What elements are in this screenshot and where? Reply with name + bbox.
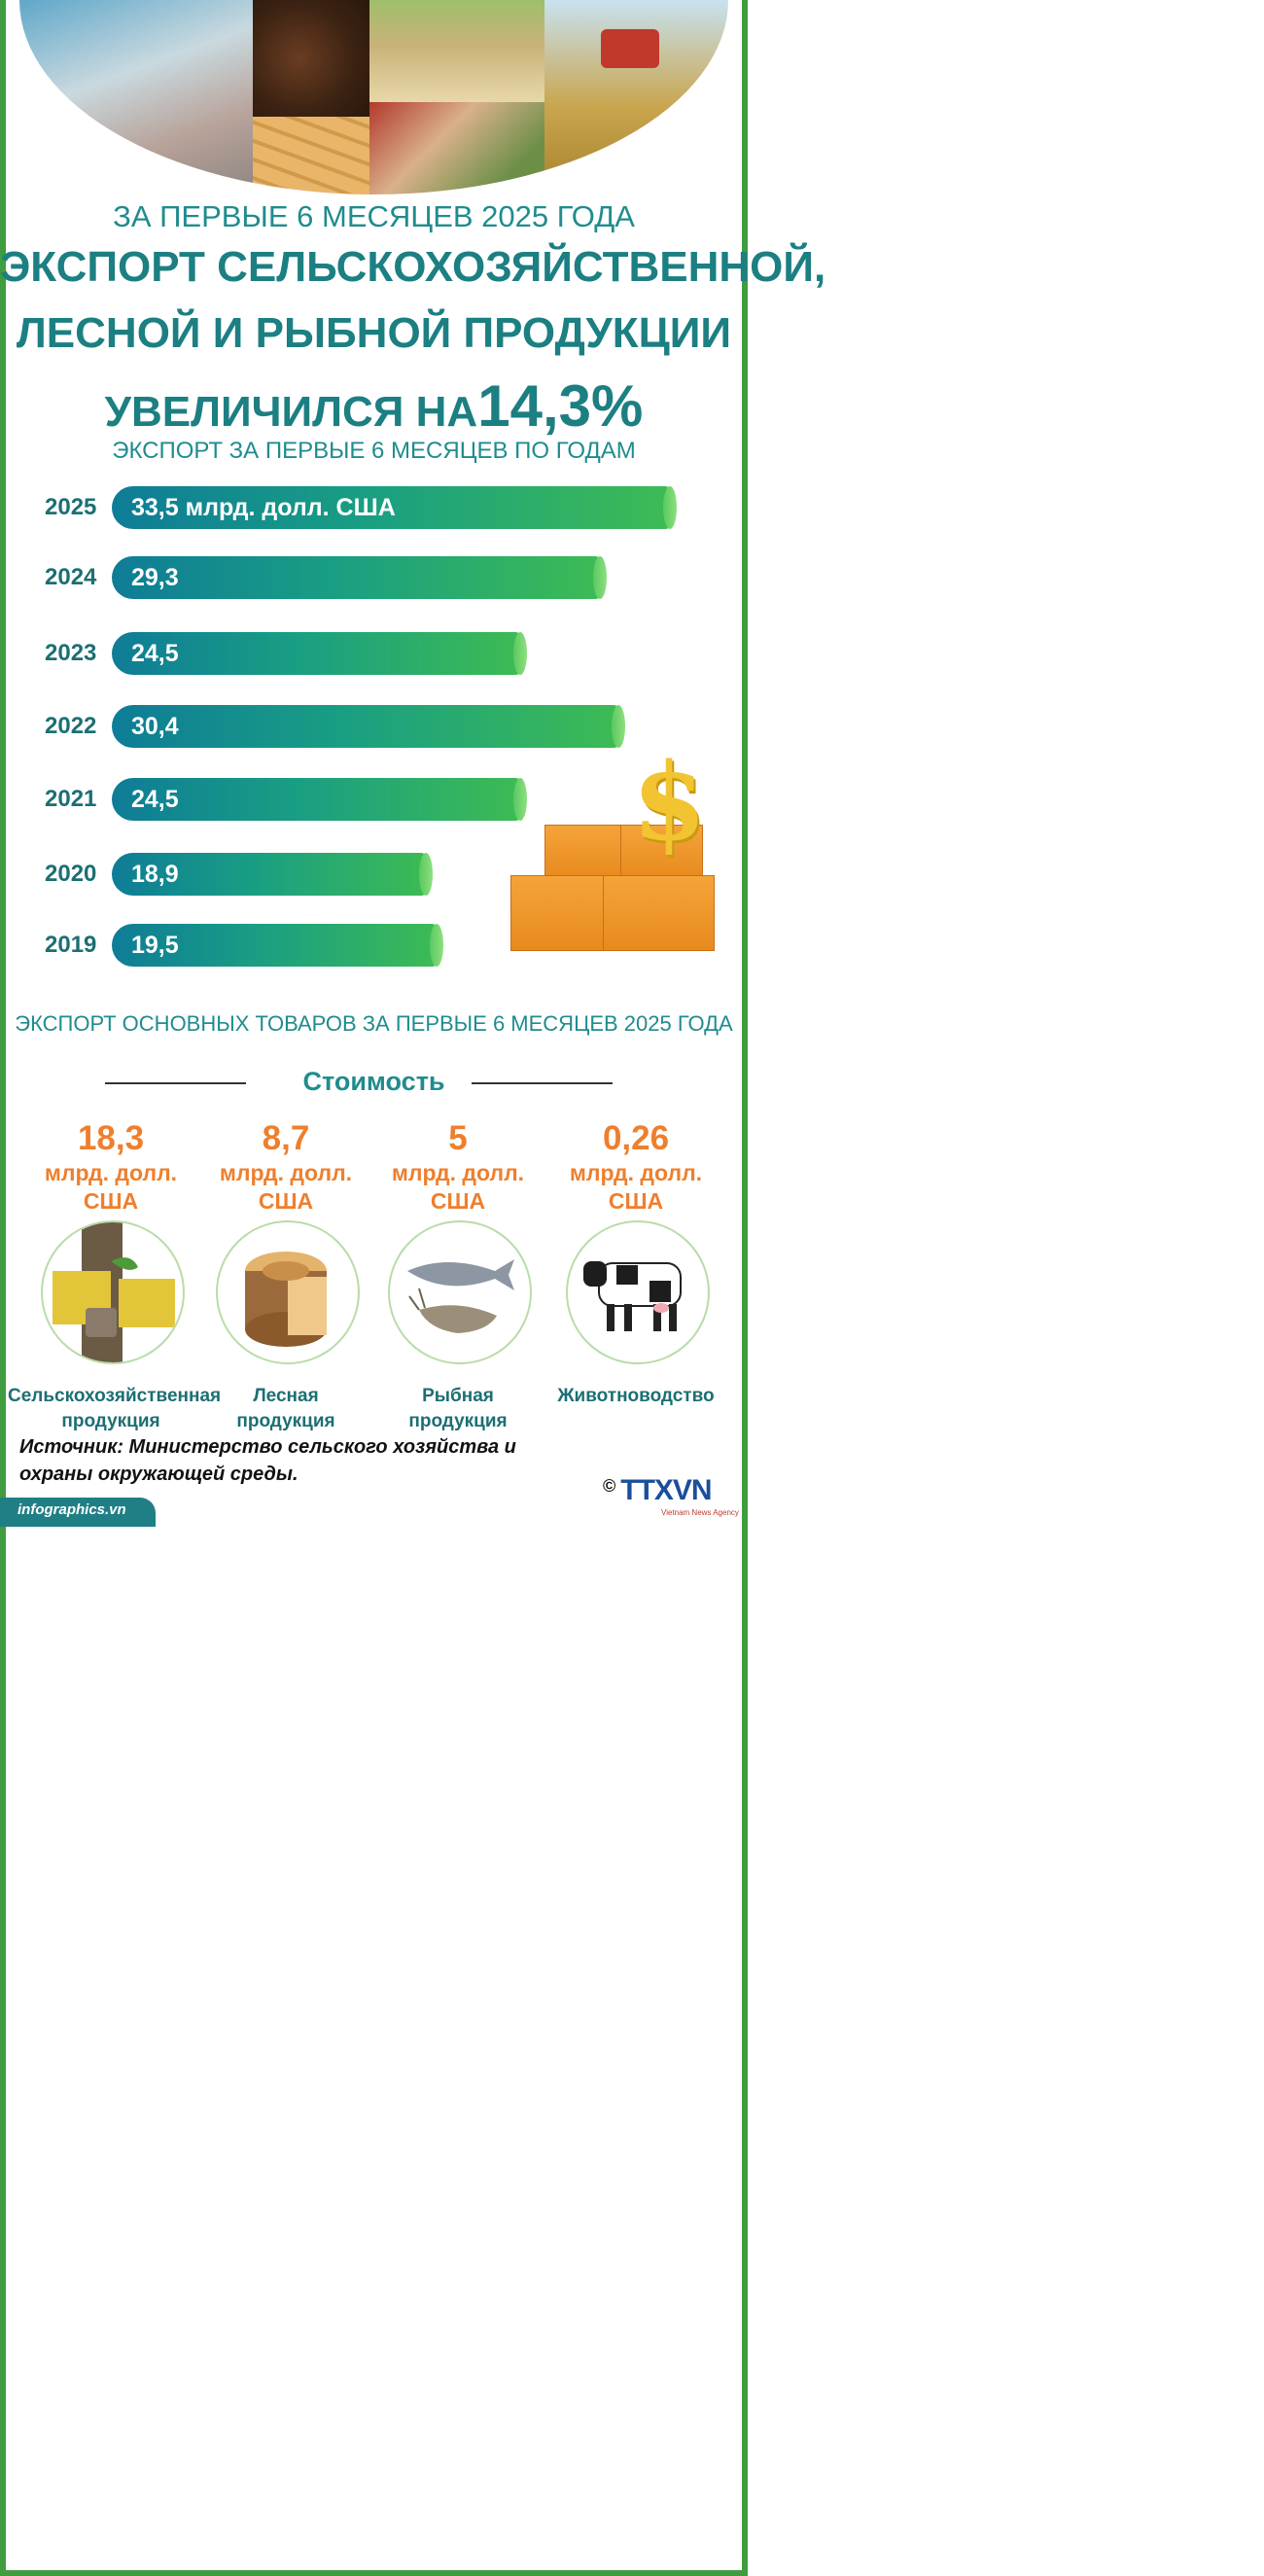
title-line-2: ЛЕСНОЙ И РЫБНОЙ ПРОДУКЦИИ xyxy=(16,309,732,357)
page-frame xyxy=(0,0,748,2576)
period-subtitle: ЗА ПЕРВЫЕ 6 МЕСЯЦЕВ 2025 ГОДА xyxy=(113,199,635,233)
product-name-line2: продукция xyxy=(236,1411,335,1431)
footer-bar xyxy=(0,1498,156,1527)
bar-2024: 29,3 xyxy=(112,556,607,599)
product-name: Рыбная продукция xyxy=(355,1384,561,1434)
footer-site-link[interactable]: infographics.vn xyxy=(18,1501,126,1518)
product-livestock: 0,26 млрд. долл. США Животноводство xyxy=(543,1118,729,1406)
bar-value-label: 29,3 xyxy=(131,564,179,591)
bar-year-label: 2024 xyxy=(45,564,97,590)
bar-value-label: 19,5 xyxy=(131,932,179,959)
divider-left xyxy=(105,1082,246,1084)
ttxvn-logo: © TTXVN xyxy=(603,1474,713,1507)
product-unit-currency: США xyxy=(608,1188,664,1214)
bar-year-label: 2021 xyxy=(45,786,97,812)
bar-year-label: 2023 xyxy=(45,640,97,666)
chart-title: ЭКСПОРТ ЗА ПЕРВЫЕ 6 МЕСЯЦЕВ ПО ГОДАМ xyxy=(112,438,636,464)
product-name: Животноводство xyxy=(533,1384,739,1409)
value-title: Стоимость xyxy=(302,1067,445,1096)
product-name: Сельскохозяйственная продукция xyxy=(8,1384,222,1434)
bar-year-label: 2020 xyxy=(45,861,97,887)
cardboard-box xyxy=(544,825,624,878)
product-fishery: 5 млрд. долл. США Рыбная продукция xyxy=(365,1118,551,1431)
source-line2: охраны окружающей среды. xyxy=(19,1464,298,1485)
dollar-sign-icon: $ xyxy=(632,739,707,865)
product-name-line1: Сельскохозяйственная xyxy=(8,1386,222,1406)
bar-2023: 24,5 xyxy=(112,632,527,675)
product-name-line1: Животноводство xyxy=(557,1386,715,1406)
coffee-beans-photo xyxy=(253,0,369,117)
product-value: 5 xyxy=(448,1119,468,1157)
product-name: Лесная продукция xyxy=(183,1384,389,1434)
product-unit-currency: США xyxy=(258,1188,314,1214)
growth-percent: 14,3% xyxy=(477,373,644,439)
title-line-3: УВЕЛИЧИЛСЯ НА14,3% xyxy=(0,372,748,440)
fish-processing-photo xyxy=(19,0,253,194)
export-bar-chart: 2025 33,5 млрд. долл. США 2024 29,3 2023 24,5… xyxy=(0,467,748,1011)
product-value: 8,7 xyxy=(262,1119,310,1157)
cardboard-box xyxy=(620,825,703,878)
product-forestry: 8,7 млрд. долл. США Лесная продукция xyxy=(193,1118,379,1431)
bar-value-label: 30,4 xyxy=(131,713,179,740)
product-name-line1: Лесная xyxy=(253,1386,319,1406)
bar-2022: 30,4 xyxy=(112,705,625,748)
copyright-symbol: © xyxy=(603,1476,615,1496)
bar-cap xyxy=(513,632,527,675)
product-unit: млрд. долл. xyxy=(44,1160,178,1185)
bar-year-label: 2025 xyxy=(45,494,97,520)
bar-2025: 33,5 млрд. долл. США xyxy=(112,486,677,529)
rice-sacks-photo xyxy=(369,0,544,102)
bar-value-label: 18,9 xyxy=(131,861,179,888)
product-unit: млрд. долл. xyxy=(569,1160,703,1185)
bar-year-label: 2019 xyxy=(45,932,97,958)
bar-2021: 24,5 xyxy=(112,778,527,821)
product-unit: млрд. долл. xyxy=(391,1160,525,1185)
bar-cap xyxy=(513,778,527,821)
product-value: 0,26 xyxy=(602,1119,670,1157)
product-name-line1: Рыбная xyxy=(422,1386,494,1406)
bar-cap xyxy=(419,853,433,896)
product-unit-currency: США xyxy=(430,1188,486,1214)
bar-cap xyxy=(593,556,607,599)
header-photo-collage xyxy=(19,0,728,194)
product-unit: млрд. долл. xyxy=(219,1160,353,1185)
boxes-dollar-illustration: $ xyxy=(506,739,724,958)
bar-cap xyxy=(612,705,625,748)
bar-2019: 19,5 xyxy=(112,924,443,967)
cow-icon xyxy=(566,1220,710,1364)
product-name-line2: продукция xyxy=(408,1411,508,1431)
product-unit-currency: США xyxy=(83,1188,139,1214)
source-line1: Источник: Министерство сельского хозяйст… xyxy=(19,1436,516,1458)
bar-cap xyxy=(430,924,443,967)
fish-shrimp-icon xyxy=(388,1220,532,1364)
bar-year-label: 2022 xyxy=(45,713,97,739)
logo-text: TTXVN xyxy=(620,1474,712,1506)
bar-value-label: 33,5 млрд. долл. США xyxy=(131,494,396,521)
product-agriculture: 18,3 млрд. долл. США Сельскохозяйственна… xyxy=(8,1118,221,1431)
bar-cap xyxy=(663,486,677,529)
fruit-market-photo xyxy=(369,102,544,194)
wood-planks-photo xyxy=(253,117,369,194)
rubber-tree-icon xyxy=(41,1220,185,1364)
cardboard-box xyxy=(510,875,608,951)
bar-value-label: 24,5 xyxy=(131,786,179,813)
bar-2020: 18,9 xyxy=(112,853,433,896)
title-line-1: ЭКСПОРТ СЕЛЬСКОХОЗЯЙСТВЕННОЙ, xyxy=(0,243,826,291)
combine-harvester-icon xyxy=(601,29,659,68)
title-prefix: УВЕЛИЧИЛСЯ НА xyxy=(104,388,478,436)
wood-log-icon xyxy=(216,1220,360,1364)
cardboard-box xyxy=(603,875,715,951)
source-note: Источник: Министерство сельского хозяйст… xyxy=(19,1433,603,1488)
logo-subtitle: Vietnam News Agency xyxy=(661,1508,739,1517)
divider-right xyxy=(472,1082,613,1084)
main-goods-heading: ЭКСПОРТ ОСНОВНЫХ ТОВАРОВ ЗА ПЕРВЫЕ 6 МЕС… xyxy=(15,1011,733,1036)
bar-value-label: 24,5 xyxy=(131,640,179,667)
product-name-line2: продукция xyxy=(61,1411,160,1431)
product-value: 18,3 xyxy=(77,1119,145,1157)
